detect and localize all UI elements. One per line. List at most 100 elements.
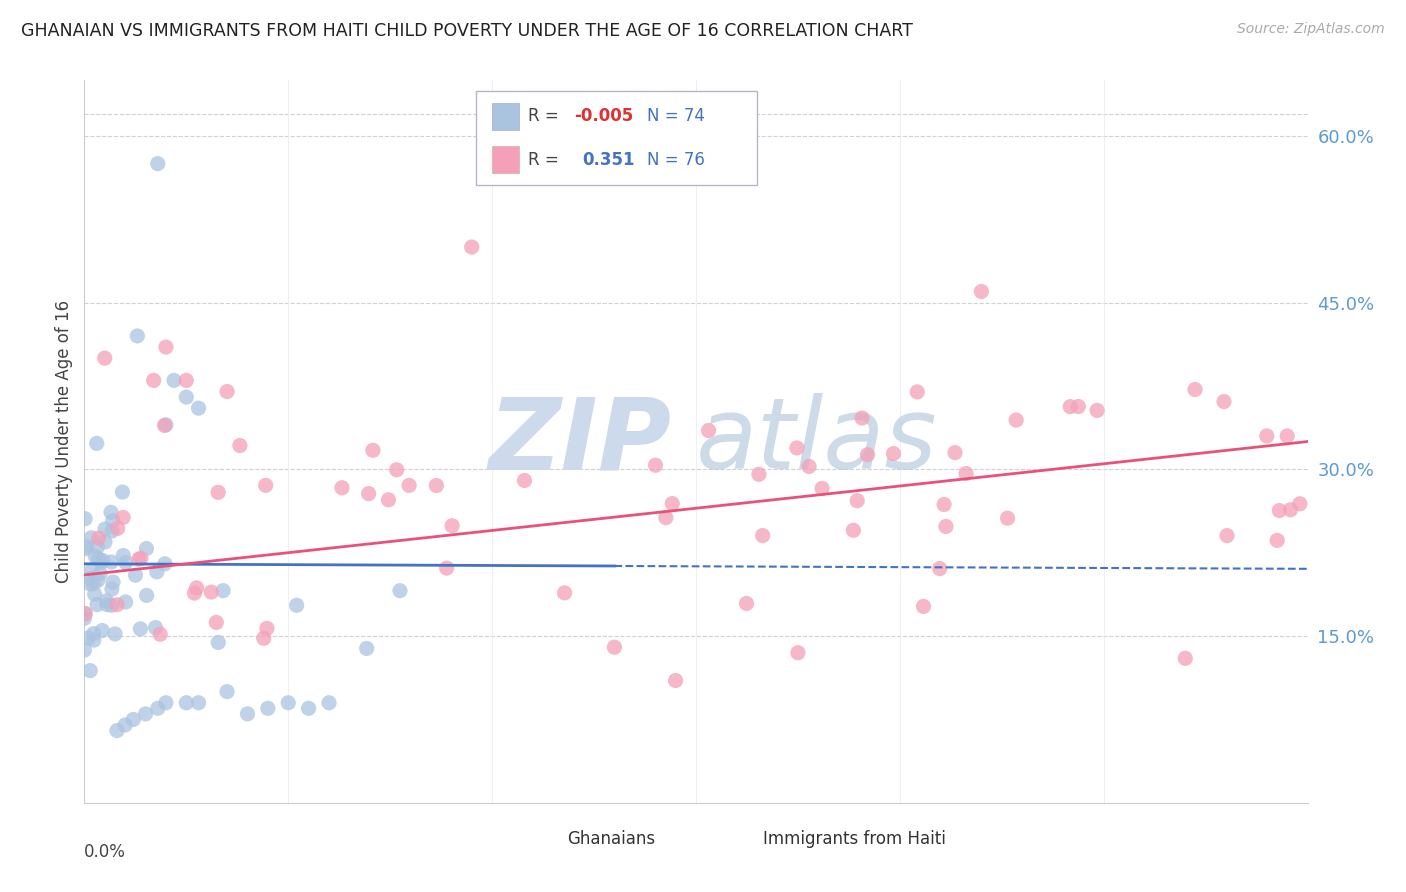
Point xyxy=(87,531,110,545)
Point xyxy=(93,351,115,366)
Point xyxy=(205,615,228,630)
Point xyxy=(112,510,135,524)
Point xyxy=(77,631,100,645)
Point xyxy=(787,646,810,660)
Point xyxy=(111,485,134,500)
Point xyxy=(86,598,108,612)
Point xyxy=(174,373,197,387)
Point xyxy=(398,478,420,492)
Point xyxy=(79,664,101,678)
Point xyxy=(100,555,122,569)
Point xyxy=(101,582,124,596)
Point xyxy=(912,599,935,614)
Text: Source: ZipAtlas.com: Source: ZipAtlas.com xyxy=(1237,22,1385,37)
Point xyxy=(135,589,157,603)
Point xyxy=(661,497,683,511)
Point xyxy=(1213,394,1236,409)
Point xyxy=(1059,400,1081,414)
Text: R =: R = xyxy=(529,151,569,169)
Text: R =: R = xyxy=(529,107,564,126)
Point xyxy=(997,511,1019,525)
Point xyxy=(122,713,145,727)
Point xyxy=(253,632,276,646)
Point xyxy=(73,512,96,526)
Bar xyxy=(492,103,519,130)
Point xyxy=(174,696,197,710)
Point xyxy=(955,467,977,481)
Point xyxy=(436,561,458,575)
Point xyxy=(513,474,536,488)
Point xyxy=(748,467,770,482)
Point xyxy=(96,594,118,608)
Point xyxy=(101,574,124,589)
Point xyxy=(882,447,904,461)
Point xyxy=(83,576,105,591)
Point xyxy=(665,673,688,688)
Point xyxy=(217,684,239,698)
Text: 0.351: 0.351 xyxy=(582,151,634,169)
Point xyxy=(1067,400,1090,414)
Point xyxy=(277,696,299,710)
Point xyxy=(114,718,136,732)
Point xyxy=(254,478,277,492)
Point xyxy=(155,340,177,354)
Point xyxy=(735,597,758,611)
Point xyxy=(330,481,353,495)
Point xyxy=(1085,403,1108,417)
Point xyxy=(186,581,208,595)
Point xyxy=(357,486,380,500)
Point xyxy=(73,611,96,625)
Y-axis label: Child Poverty Under the Age of 16: Child Poverty Under the Age of 16 xyxy=(55,300,73,583)
Point xyxy=(105,598,128,612)
Point xyxy=(149,627,172,641)
Point xyxy=(100,505,122,519)
Point xyxy=(100,599,122,613)
Point xyxy=(112,549,135,563)
Point xyxy=(83,626,105,640)
Point xyxy=(554,586,576,600)
Point xyxy=(751,528,773,542)
Point xyxy=(87,574,110,588)
Point xyxy=(174,390,197,404)
Text: GHANAIAN VS IMMIGRANTS FROM HAITI CHILD POVERTY UNDER THE AGE OF 16 CORRELATION : GHANAIAN VS IMMIGRANTS FROM HAITI CHILD … xyxy=(21,22,912,40)
Point xyxy=(94,535,117,549)
Point xyxy=(79,576,101,591)
Point xyxy=(104,627,127,641)
Point xyxy=(217,384,239,399)
Point xyxy=(86,540,108,554)
Text: ZIP: ZIP xyxy=(488,393,672,490)
Point xyxy=(101,524,124,538)
Point xyxy=(135,541,157,556)
Point xyxy=(187,696,209,710)
Point xyxy=(298,701,321,715)
Point xyxy=(75,607,97,621)
Point xyxy=(135,706,157,721)
Point xyxy=(153,557,176,571)
Point xyxy=(385,463,408,477)
Point xyxy=(655,510,678,524)
Point xyxy=(207,635,229,649)
Bar xyxy=(492,146,519,173)
Point xyxy=(257,701,280,715)
Point xyxy=(970,285,993,299)
Point xyxy=(87,551,110,566)
Text: Ghanaians: Ghanaians xyxy=(568,830,655,848)
Point xyxy=(842,524,865,538)
Point xyxy=(142,373,165,387)
Point xyxy=(603,640,626,655)
Point xyxy=(90,555,112,569)
Point xyxy=(163,373,186,387)
Point xyxy=(905,384,928,399)
Point xyxy=(425,478,447,492)
Bar xyxy=(537,827,560,850)
Point xyxy=(644,458,666,473)
Point xyxy=(856,448,879,462)
Point xyxy=(1005,413,1028,427)
Point xyxy=(1277,429,1299,443)
Point xyxy=(1268,503,1291,517)
Point xyxy=(83,587,105,601)
Point xyxy=(153,418,176,433)
Point xyxy=(388,583,411,598)
Point xyxy=(80,563,103,577)
Point xyxy=(285,599,308,613)
